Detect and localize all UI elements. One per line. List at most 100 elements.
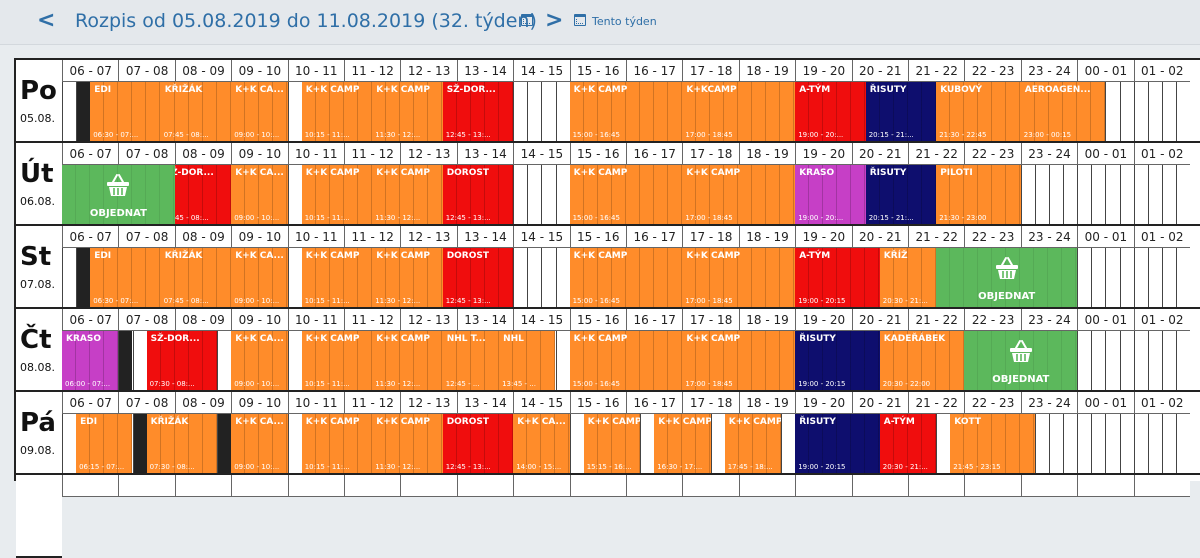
booking-block[interactable]: KŘÍŽ 20:30 - 21:... bbox=[879, 248, 937, 307]
free-slot[interactable] bbox=[1091, 414, 1106, 473]
free-slot[interactable] bbox=[1147, 248, 1162, 307]
free-slot[interactable] bbox=[1063, 165, 1078, 224]
booking-block[interactable]: KRASO 19:00 - 20:... bbox=[795, 165, 866, 224]
free-slot[interactable] bbox=[1147, 331, 1162, 390]
booking-block[interactable]: K+K CAMP 10:15 - 11:... bbox=[301, 414, 373, 473]
free-slot[interactable] bbox=[1119, 248, 1134, 307]
booking-block[interactable]: EDI 06:15 - 07:... bbox=[76, 414, 133, 473]
free-slot[interactable] bbox=[287, 331, 302, 390]
booking-block[interactable]: K+K CAMP 10:15 - 11:... bbox=[301, 331, 373, 390]
booking-block[interactable]: KUBOVÝ 21:30 - 22:45 bbox=[936, 82, 1021, 141]
free-slot[interactable] bbox=[710, 414, 725, 473]
free-slot[interactable] bbox=[541, 82, 556, 141]
free-slot[interactable] bbox=[1034, 414, 1049, 473]
free-slot[interactable] bbox=[781, 414, 796, 473]
free-slot[interactable] bbox=[1119, 331, 1134, 390]
free-slot[interactable] bbox=[1020, 165, 1035, 224]
free-slot[interactable] bbox=[1175, 248, 1190, 307]
free-slot[interactable] bbox=[1175, 165, 1190, 224]
booking-block[interactable]: ŘISUTY 20:15 - 21:... bbox=[865, 165, 937, 224]
free-slot[interactable] bbox=[541, 248, 556, 307]
free-slot[interactable] bbox=[1161, 331, 1176, 390]
free-slot[interactable] bbox=[527, 248, 542, 307]
booking-block[interactable]: K+K CAMP 17:00 - 18:45 bbox=[682, 331, 796, 390]
free-slot[interactable] bbox=[1105, 331, 1120, 390]
booking-block[interactable]: K+K CAMP 11:30 - 12:... bbox=[372, 248, 443, 307]
free-slot[interactable] bbox=[1091, 165, 1106, 224]
booking-block[interactable]: K+K CA... 09:00 - 10:... bbox=[231, 414, 288, 473]
free-slot[interactable] bbox=[1105, 248, 1120, 307]
free-slot[interactable] bbox=[1147, 82, 1162, 141]
booking-block[interactable]: KŘIŽÁK 07:45 - 08:... bbox=[160, 82, 232, 141]
booking-block[interactable]: K+K CAMP 10:15 - 11:... bbox=[301, 165, 373, 224]
free-slot[interactable] bbox=[1133, 248, 1148, 307]
booking-block[interactable]: ŘISUTY 19:00 - 20:15 bbox=[795, 414, 880, 473]
booking-block[interactable]: K+K CA... 09:00 - 10:... bbox=[231, 331, 288, 390]
booking-block[interactable]: K+K CA... 14:00 - 15:... bbox=[513, 414, 570, 473]
order-button[interactable]: OBJEDNAT bbox=[62, 165, 175, 224]
booking-block[interactable]: NHL 13:45 - ... bbox=[499, 331, 556, 390]
free-slot[interactable] bbox=[1161, 248, 1176, 307]
booking-block[interactable]: K+K CAMP 17:00 - 18:45 bbox=[682, 248, 796, 307]
booking-block[interactable]: A-TÝM 19:00 - 20:... bbox=[795, 82, 866, 141]
booking-block[interactable]: ŘISUTY 20:15 - 21:... bbox=[865, 82, 937, 141]
free-slot[interactable] bbox=[62, 82, 77, 141]
booking-block[interactable]: K+KCAMP 17:00 - 18:45 bbox=[682, 82, 796, 141]
booking-block[interactable]: K+K CAMP 15:00 - 16:45 bbox=[569, 82, 683, 141]
booking-block[interactable]: K+K CAMP 15:00 - 16:45 bbox=[569, 248, 683, 307]
free-slot[interactable] bbox=[217, 331, 232, 390]
booking-block[interactable]: EDI 06:30 - 07:... bbox=[90, 82, 161, 141]
free-slot[interactable] bbox=[1063, 414, 1078, 473]
free-slot[interactable] bbox=[513, 165, 528, 224]
free-slot[interactable] bbox=[1119, 414, 1134, 473]
booking-block[interactable]: KOTT 21:45 - 23:15 bbox=[950, 414, 1035, 473]
booking-block[interactable]: ŘISUTY 19:00 - 20:15 bbox=[795, 331, 880, 390]
free-slot[interactable] bbox=[1049, 414, 1064, 473]
booking-block[interactable]: AEROAGEN... 23:00 - 00:15 bbox=[1020, 82, 1106, 141]
booking-block[interactable]: DOROST 12:45 - 13:... bbox=[442, 248, 514, 307]
free-slot[interactable] bbox=[1161, 414, 1176, 473]
booking-block[interactable]: K+K CAMP 16:30 - 17:... bbox=[654, 414, 711, 473]
free-slot[interactable] bbox=[936, 414, 951, 473]
order-button[interactable]: OBJEDNAT bbox=[936, 248, 1078, 307]
booking-block[interactable]: SŽ-DOR... 12:45 - 13:... bbox=[442, 82, 514, 141]
calendar-check-icon[interactable] bbox=[574, 14, 586, 26]
free-slot[interactable] bbox=[1175, 414, 1190, 473]
booking-block[interactable]: K+K CAMP 15:00 - 16:45 bbox=[569, 165, 683, 224]
free-slot[interactable] bbox=[1077, 331, 1092, 390]
next-week-button[interactable]: > bbox=[545, 8, 564, 33]
free-slot[interactable] bbox=[640, 414, 655, 473]
booking-block[interactable]: K+K CA... 09:00 - 10:... bbox=[231, 248, 288, 307]
booking-block[interactable]: K+K CAMP 11:30 - 12:... bbox=[372, 331, 443, 390]
booking-block[interactable]: K+K CAMP 11:30 - 12:... bbox=[372, 165, 443, 224]
free-slot[interactable] bbox=[1133, 331, 1148, 390]
free-slot[interactable] bbox=[1105, 414, 1120, 473]
free-slot[interactable] bbox=[1049, 165, 1064, 224]
booking-block[interactable]: KŘIŽÁK 07:30 - 08:... bbox=[146, 414, 218, 473]
free-slot[interactable] bbox=[555, 165, 570, 224]
free-slot[interactable] bbox=[287, 82, 302, 141]
free-slot[interactable] bbox=[1147, 414, 1162, 473]
booking-block[interactable]: EDI 06:30 - 07:... bbox=[90, 248, 161, 307]
booking-block[interactable]: K+K CAMP 15:15 - 16:... bbox=[583, 414, 641, 473]
booking-block[interactable]: K+K CAMP 11:30 - 12:... bbox=[372, 414, 443, 473]
this-week-link[interactable]: Tento týden bbox=[592, 15, 657, 28]
free-slot[interactable] bbox=[1175, 331, 1190, 390]
order-button[interactable]: OBJEDNAT bbox=[964, 331, 1078, 390]
booking-block[interactable]: KADEŘÁBEK 20:30 - 22:00 bbox=[879, 331, 965, 390]
free-slot[interactable] bbox=[1119, 165, 1134, 224]
booking-block[interactable]: PILOTI 21:30 - 23:00 bbox=[936, 165, 1021, 224]
free-slot[interactable] bbox=[62, 414, 77, 473]
booking-block[interactable]: A-TÝM 19:00 - 20:15 bbox=[795, 248, 880, 307]
free-slot[interactable] bbox=[527, 165, 542, 224]
booking-block[interactable]: SŽ-DOR... 07:30 - 08:... bbox=[146, 331, 218, 390]
free-slot[interactable] bbox=[1133, 414, 1148, 473]
free-slot[interactable] bbox=[513, 82, 528, 141]
free-slot[interactable] bbox=[1175, 82, 1190, 141]
free-slot[interactable] bbox=[1105, 165, 1120, 224]
booking-block[interactable]: KŘIŽÁK 07:45 - 08:... bbox=[160, 248, 232, 307]
free-slot[interactable] bbox=[1161, 82, 1176, 141]
free-slot[interactable] bbox=[1133, 82, 1148, 141]
free-slot[interactable] bbox=[132, 331, 147, 390]
free-slot[interactable] bbox=[1077, 414, 1092, 473]
